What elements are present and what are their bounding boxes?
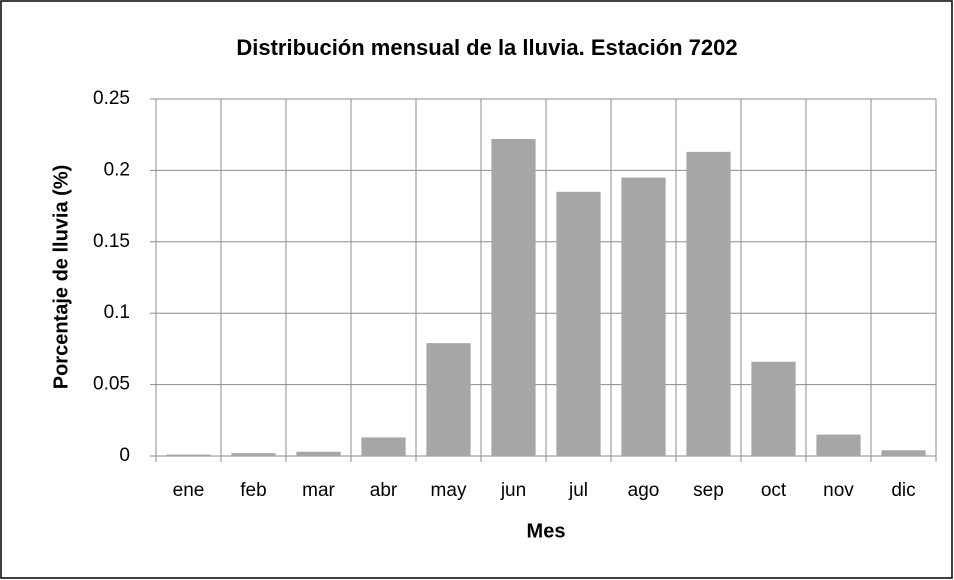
- bar: [556, 191, 601, 456]
- bar: [426, 343, 471, 456]
- x-tick-label: ene: [173, 480, 205, 501]
- x-tick-label: sep: [693, 480, 724, 501]
- x-tick-label: dic: [891, 480, 915, 501]
- bar: [231, 453, 276, 456]
- bar: [881, 450, 926, 456]
- x-tick-label: may: [431, 480, 467, 501]
- bar: [166, 454, 211, 456]
- y-tick-label: 0: [119, 445, 130, 466]
- y-axis-title: Porcentaje de lluvia (%): [50, 165, 72, 390]
- bar: [621, 177, 666, 457]
- bar: [816, 434, 861, 456]
- x-tick-label: feb: [240, 480, 266, 501]
- chart-title: Distribución mensual de la lluvia. Estac…: [236, 35, 737, 60]
- x-tick-label: mar: [302, 480, 335, 501]
- y-tick-label: 0.25: [93, 88, 130, 109]
- x-axis-title: Mes: [527, 520, 566, 542]
- x-tick-label: nov: [823, 480, 854, 501]
- x-tick-label: jul: [568, 480, 588, 501]
- y-tick-label: 0.2: [104, 159, 130, 180]
- x-tick-label: oct: [761, 480, 787, 501]
- y-tick-label: 0.1: [104, 302, 130, 323]
- bar: [296, 451, 341, 456]
- bar: [491, 138, 536, 456]
- y-tick-label: 0.15: [93, 231, 130, 252]
- x-tick-label: abr: [370, 480, 398, 501]
- x-tick-label: jun: [500, 480, 526, 501]
- bar: [686, 151, 731, 456]
- bar: [361, 437, 406, 456]
- x-tick-label: ago: [628, 480, 660, 501]
- bar: [751, 361, 796, 456]
- y-tick-label: 0.05: [93, 374, 130, 395]
